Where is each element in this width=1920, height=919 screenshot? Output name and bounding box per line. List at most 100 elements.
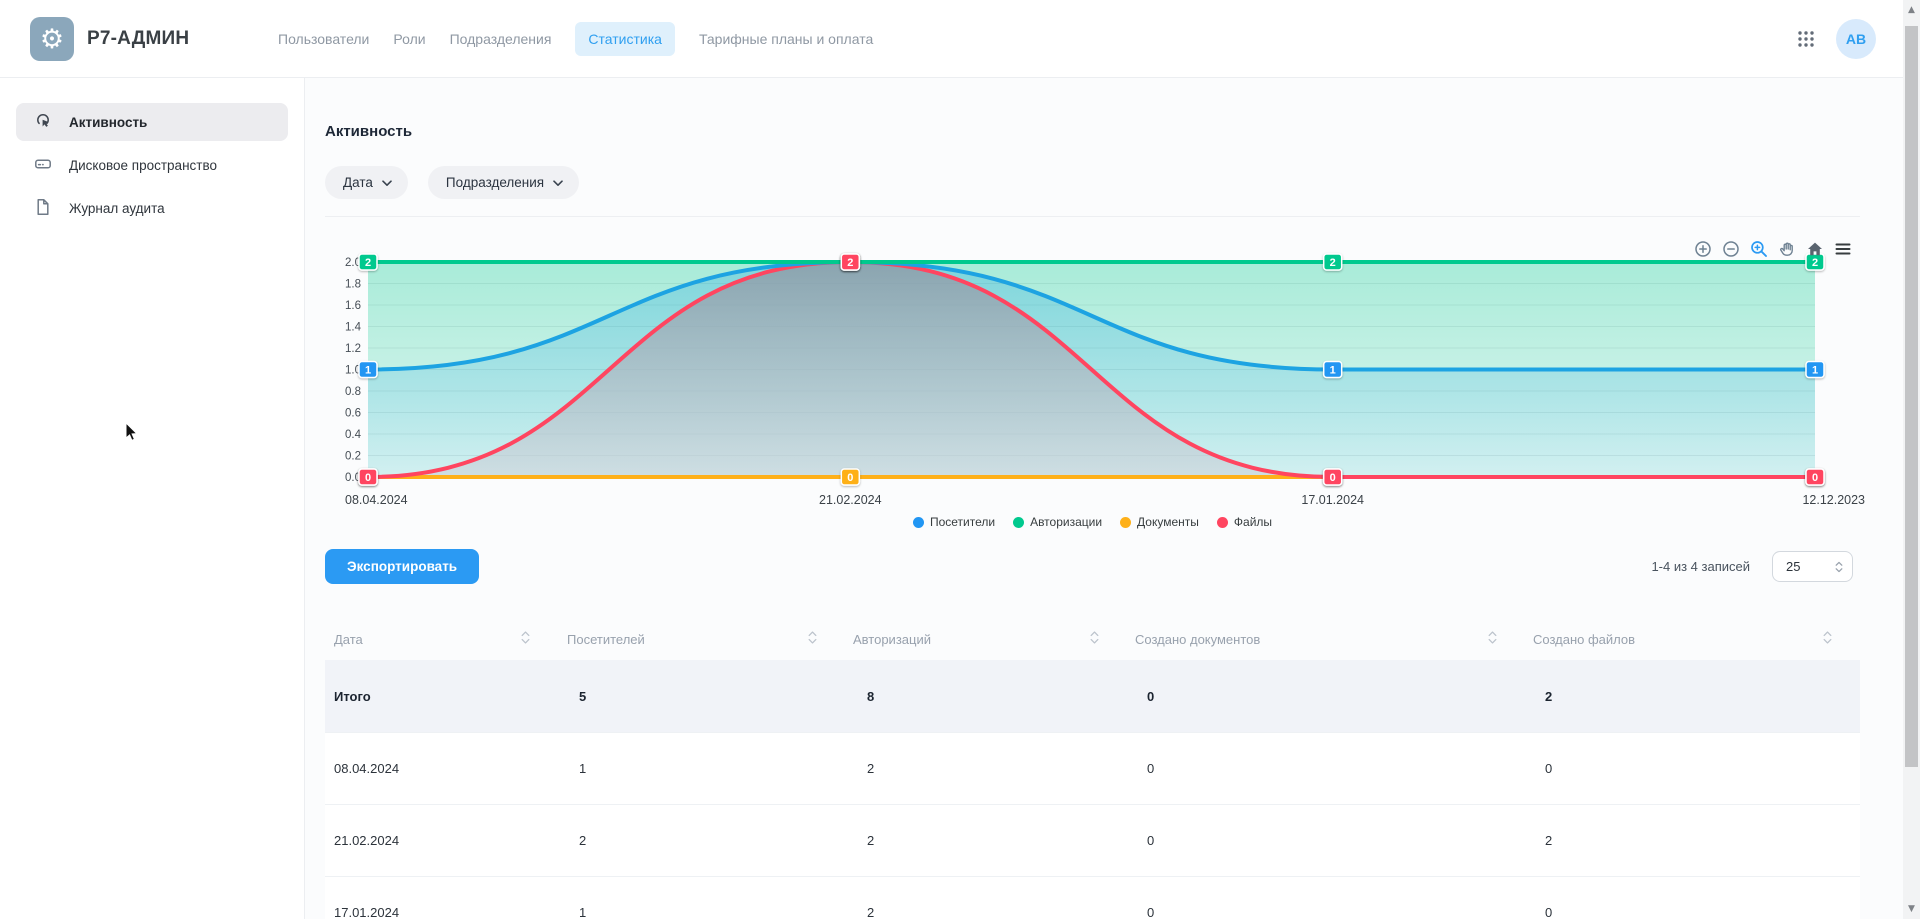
brand-title: Р7-АДМИН	[87, 28, 190, 49]
top-bar: ⚙ Р7-АДМИН Пользователи Роли Подразделения…	[0, 0, 1920, 78]
scrollbar-thumb[interactable]	[1905, 26, 1918, 767]
column-header-label: Дата	[334, 631, 363, 647]
svg-text:1.0: 1.0	[345, 365, 361, 377]
apps-grid-icon[interactable]	[1796, 29, 1816, 49]
total-cell: 2	[1545, 688, 1553, 704]
pan-hand-icon[interactable]	[1778, 240, 1796, 258]
actions-row: Экспортировать 1-4 из 4 записей 25	[325, 549, 1860, 585]
zoom-out-icon[interactable]	[1722, 240, 1740, 258]
nav-item-тарифные-планы-и-оплата[interactable]: Тарифные планы и оплата	[698, 31, 874, 47]
svg-text:0.2: 0.2	[345, 451, 361, 463]
svg-text:2: 2	[847, 257, 853, 269]
chevron-down-icon	[553, 175, 563, 190]
app-logo: ⚙	[30, 17, 74, 61]
legend-label: Посетители	[929, 515, 996, 529]
svg-text:2: 2	[1330, 257, 1336, 269]
chart-plot: 0.0 0.2 0.4 0.6 0.8 1.0 1.2 1.4 1.6 1.8 2.0 08.04.2…	[325, 238, 1870, 545]
svg-text:1: 1	[1812, 365, 1818, 377]
sidebar-item-label: Журнал аудита	[69, 200, 165, 216]
column-header-label: Авторизаций	[853, 631, 931, 647]
sort-icon	[1823, 630, 1832, 648]
menu-icon[interactable]	[1834, 240, 1852, 258]
table-cell: 0	[1147, 905, 1155, 919]
table-cell: 1	[579, 761, 587, 776]
total-cell: Итого	[334, 688, 371, 704]
scrollbar-up-icon[interactable]: ▲	[1908, 5, 1915, 15]
svg-text:2: 2	[1812, 257, 1818, 269]
sort-icon	[1488, 630, 1497, 648]
column-header-5[interactable]: Создано файлов	[1525, 618, 1860, 660]
table-cell: 2	[867, 761, 875, 776]
legend-item-авторизации[interactable]: Авторизации	[1013, 515, 1102, 529]
nav-item-статистика[interactable]: Статистика	[575, 22, 675, 56]
nav-item-пользователи[interactable]: Пользователи	[278, 31, 370, 47]
svg-text:0: 0	[1812, 472, 1818, 484]
scrollbar[interactable]: ▲ ▼	[1903, 0, 1920, 919]
svg-text:0.8: 0.8	[345, 386, 361, 398]
table-total-row: Итого 5 8 0 2	[325, 660, 1860, 732]
sidebar-item-дисковое-пространство[interactable]: Дисковое пространство	[16, 146, 288, 184]
nav-item-подразделения[interactable]: Подразделения	[449, 31, 552, 47]
table-cell: 2	[1545, 833, 1553, 848]
sidebar-item-журнал-аудита[interactable]: Журнал аудита	[16, 189, 288, 227]
nav-item-роли[interactable]: Роли	[393, 31, 426, 47]
column-header-3[interactable]: Авторизаций	[845, 618, 1127, 660]
table-cell: 17.01.2024	[334, 905, 400, 919]
svg-text:12.12.2023: 12.12.2023	[1802, 493, 1865, 507]
chart-toolbar	[1694, 240, 1852, 258]
legend-dot-icon	[1120, 516, 1132, 528]
select-arrows-icon	[1835, 561, 1843, 572]
export-button[interactable]: Экспортировать	[325, 549, 480, 584]
svg-text:0: 0	[1330, 472, 1336, 484]
activity-chart: 0.0 0.2 0.4 0.6 0.8 1.0 1.2 1.4 1.6 1.8 2.0 08.04.2…	[325, 238, 1870, 540]
sidebar-item-активность[interactable]: Активность	[16, 103, 288, 141]
zoom-in-icon[interactable]	[1694, 240, 1712, 258]
table-cell: 0	[1147, 833, 1155, 848]
home-icon[interactable]	[1806, 240, 1824, 258]
column-header-2[interactable]: Посетителей	[558, 618, 845, 660]
table-cell: 0	[1545, 761, 1553, 776]
svg-text:2.0: 2.0	[345, 257, 361, 269]
document-icon	[33, 197, 53, 220]
filter-подразделения[interactable]: Подразделения	[427, 166, 580, 199]
svg-text:0: 0	[847, 472, 853, 484]
legend-label: Авторизации	[1030, 515, 1103, 529]
svg-text:1: 1	[1330, 365, 1336, 377]
section-divider	[325, 216, 1860, 217]
column-header-4[interactable]: Создано документов	[1127, 618, 1525, 660]
table-cell: 2	[867, 833, 875, 848]
column-header-label: Создано файлов	[1533, 631, 1636, 647]
page-size-select[interactable]: 25	[1772, 551, 1853, 582]
avatar[interactable]: АВ	[1836, 19, 1876, 59]
svg-text:2: 2	[365, 257, 371, 269]
chevron-down-icon	[382, 175, 392, 190]
legend-item-документы[interactable]: Документы	[1120, 515, 1199, 529]
filter-дата[interactable]: Дата	[325, 166, 408, 199]
filter-label: Дата	[343, 175, 373, 190]
svg-text:1.4: 1.4	[345, 322, 362, 334]
table-cell: 0	[1147, 761, 1155, 776]
scrollbar-down-icon[interactable]: ▼	[1908, 904, 1915, 914]
table-row: 08.04.2024 1 2 0 0	[325, 732, 1860, 804]
filters-row: Дата Подразделения	[325, 166, 580, 199]
table-row: 21.02.2024 2 2 0 2	[325, 804, 1860, 876]
table-header-row: Дата Посетителей Авторизаций Создано докуме…	[325, 618, 1860, 660]
svg-text:1: 1	[365, 365, 371, 377]
tap-activity-icon	[33, 111, 53, 134]
legend-item-файлы[interactable]: Файлы	[1216, 515, 1272, 529]
selection-zoom-icon[interactable]	[1750, 240, 1768, 258]
table-cell: 08.04.2024	[334, 761, 400, 776]
legend-label: Документы	[1137, 515, 1199, 529]
svg-text:0: 0	[365, 472, 371, 484]
svg-text:0.0: 0.0	[345, 472, 361, 484]
svg-text:1.8: 1.8	[345, 279, 361, 291]
sidebar-item-label: Дисковое пространство	[69, 157, 217, 173]
records-summary: 1-4 из 4 записей	[1651, 559, 1750, 574]
table-cell: 0	[1545, 905, 1553, 919]
legend-item-посетители[interactable]: Посетители	[912, 515, 996, 529]
page-size-value: 25	[1786, 559, 1801, 574]
svg-text:1.6: 1.6	[345, 300, 361, 312]
filter-label: Подразделения	[445, 175, 545, 190]
column-header-1[interactable]: Дата	[325, 618, 558, 660]
column-header-label: Посетителей	[567, 631, 645, 647]
